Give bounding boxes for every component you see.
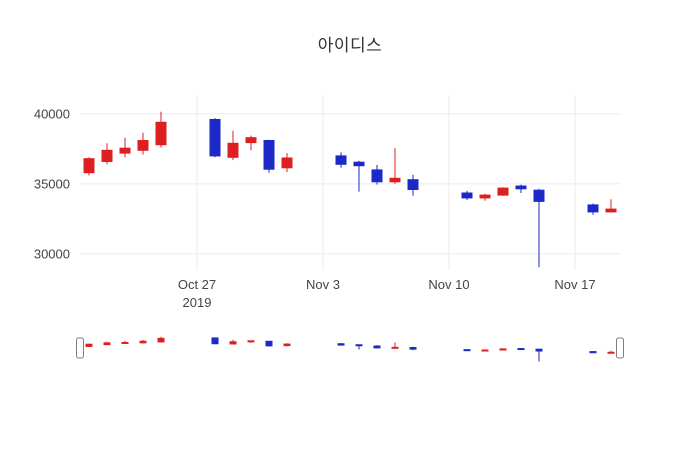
candle-2019-11-05[interactable]	[353, 160, 365, 192]
x-tick-sublabel: 2019	[183, 295, 212, 310]
y-tick-label: 40000	[34, 106, 70, 121]
x-tick-label: Oct 27	[178, 277, 216, 292]
candle-2019-11-15[interactable]	[533, 188, 545, 268]
mini-candle-2019-11-11	[463, 349, 471, 352]
mini-candle-2019-10-29	[229, 339, 237, 345]
candle-2019-11-19[interactable]	[605, 199, 617, 213]
mini-candle-2019-10-21	[85, 343, 93, 347]
plot-zoom-area[interactable]	[80, 95, 620, 270]
candle-2019-10-31[interactable]	[263, 139, 275, 173]
mini-candle-2019-10-23	[121, 340, 129, 345]
candle-2019-11-07[interactable]	[389, 148, 401, 184]
candle-2019-10-28[interactable]	[209, 118, 221, 158]
candle-2019-11-04[interactable]	[335, 152, 347, 168]
mini-candle-2019-10-24	[139, 340, 147, 344]
candle-2019-11-08[interactable]	[407, 174, 419, 196]
y-tick-label: 30000	[34, 246, 70, 261]
rangeslider-track[interactable]	[80, 329, 620, 367]
candle-2019-10-25[interactable]	[155, 111, 167, 148]
rangeslider-handle-right[interactable]	[616, 337, 624, 359]
mini-candle-2019-10-25	[157, 336, 165, 343]
mini-candle-2019-10-28	[211, 337, 219, 345]
mini-candle-2019-11-18	[589, 351, 597, 354]
mini-candle-2019-11-08	[409, 346, 417, 351]
candle-2019-10-22[interactable]	[101, 143, 113, 165]
mini-candle-2019-10-31	[265, 340, 273, 347]
mini-candle-2019-11-04	[337, 343, 345, 346]
candle-2019-10-30[interactable]	[245, 135, 257, 151]
y-tick-label: 35000	[34, 176, 70, 191]
candle-2019-11-12[interactable]	[479, 193, 491, 201]
candle-2019-11-14[interactable]	[515, 184, 527, 193]
mini-candle-2019-11-06	[373, 345, 381, 349]
candle-2019-10-21[interactable]	[83, 157, 95, 176]
candle-2019-10-24[interactable]	[137, 132, 149, 155]
mini-candle-2019-11-07	[391, 342, 399, 349]
candle-2019-11-06[interactable]	[371, 165, 383, 185]
mini-candle-2019-10-30	[247, 340, 255, 343]
candle-2019-10-29[interactable]	[227, 130, 239, 161]
candle-2019-11-01[interactable]	[281, 153, 293, 172]
x-tick-label: Nov 17	[554, 277, 595, 292]
chart-title: 아이디스	[317, 36, 383, 55]
mini-candle-2019-11-13	[499, 348, 507, 351]
mini-candle-2019-11-15	[535, 348, 543, 362]
candle-2019-11-11[interactable]	[461, 190, 473, 200]
candle-2019-11-18[interactable]	[587, 203, 599, 215]
candle-2019-11-13[interactable]	[497, 187, 509, 196]
rangeslider-handle-left[interactable]	[76, 337, 84, 359]
mini-candle-2019-11-12	[481, 349, 489, 352]
mini-candle-2019-11-05	[355, 344, 363, 350]
x-tick-label: Nov 3	[306, 277, 340, 292]
mini-candle-2019-11-01	[283, 343, 291, 347]
mini-candle-2019-10-22	[103, 341, 111, 346]
mini-candle-2019-11-14	[517, 348, 525, 351]
x-tick-label: Nov 10	[428, 277, 469, 292]
mini-candle-2019-11-19	[607, 350, 615, 354]
candle-2019-10-23[interactable]	[119, 137, 131, 158]
